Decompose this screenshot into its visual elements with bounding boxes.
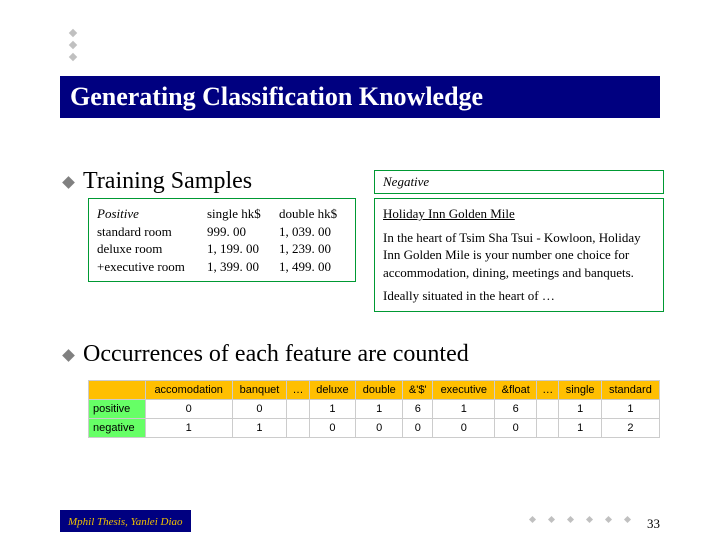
cell: 6	[495, 400, 537, 419]
cell	[287, 419, 309, 438]
decorative-bullets	[70, 30, 76, 66]
th: &'$'	[403, 381, 433, 400]
cell: 1, 499. 00	[279, 258, 351, 276]
th: single	[559, 381, 601, 400]
negative-p1: In the heart of Tsim Sha Tsui - Kowloon,…	[383, 229, 655, 282]
bullet-icon	[62, 176, 75, 189]
th: &float	[495, 381, 537, 400]
cell: 1, 399. 00	[207, 258, 279, 276]
cell: 0	[309, 419, 355, 438]
th: banquet	[232, 381, 287, 400]
th: double	[356, 381, 403, 400]
cell: 2	[601, 419, 659, 438]
cell: 0	[232, 400, 287, 419]
row-label: positive	[89, 400, 146, 419]
th-blank	[89, 381, 146, 400]
page-number: 33	[647, 516, 660, 532]
cell	[537, 400, 559, 419]
th: standard	[601, 381, 659, 400]
bullet-icon	[62, 349, 75, 362]
negative-title: Holiday Inn Golden Mile	[383, 205, 655, 223]
cell: 1	[145, 419, 232, 438]
th: …	[537, 381, 559, 400]
th: deluxe	[309, 381, 355, 400]
th: …	[287, 381, 309, 400]
row-label: negative	[89, 419, 146, 438]
cell: 1, 239. 00	[279, 240, 351, 258]
cell: 1	[232, 419, 287, 438]
positive-header: Positive	[97, 205, 207, 223]
row-label: +executive room	[97, 258, 207, 276]
cell: 0	[433, 419, 495, 438]
col-double: double hk$	[279, 205, 351, 223]
section-title-2: Occurrences of each feature are counted	[83, 341, 469, 368]
table-row: positive 0 0 1 1 6 1 6 1 1	[89, 400, 660, 419]
th: accomodation	[145, 381, 232, 400]
cell: 0	[356, 419, 403, 438]
footer: Mphil Thesis, Yanlei Diao 33	[60, 510, 660, 532]
col-single: single hk$	[207, 205, 279, 223]
section-training: Training Samples	[64, 168, 252, 195]
cell	[537, 419, 559, 438]
cell: 1	[356, 400, 403, 419]
features-table: accomodation banquet … deluxe double &'$…	[88, 380, 660, 438]
cell: 1	[601, 400, 659, 419]
negative-header: Negative	[383, 174, 429, 189]
cell: 1	[559, 419, 601, 438]
row-label: standard room	[97, 223, 207, 241]
cell: 1	[309, 400, 355, 419]
slide-title: Generating Classification Knowledge	[60, 76, 660, 118]
cell	[287, 400, 309, 419]
footer-dots	[516, 510, 630, 528]
cell: 1, 199. 00	[207, 240, 279, 258]
cell: 1	[433, 400, 495, 419]
cell: 1	[559, 400, 601, 419]
cell: 0	[403, 419, 433, 438]
negative-box: Holiday Inn Golden Mile In the heart of …	[374, 198, 664, 312]
footer-text: Mphil Thesis, Yanlei Diao	[68, 516, 183, 528]
cell: 0	[145, 400, 232, 419]
cell: 1, 039. 00	[279, 223, 351, 241]
negative-header-box: Negative	[374, 170, 664, 194]
th: executive	[433, 381, 495, 400]
negative-p2: Ideally situated in the heart of …	[383, 287, 655, 305]
table-row: negative 1 1 0 0 0 0 0 1 2	[89, 419, 660, 438]
cell: 999. 00	[207, 223, 279, 241]
section-title-1: Training Samples	[83, 168, 252, 195]
cell: 6	[403, 400, 433, 419]
row-label: deluxe room	[97, 240, 207, 258]
positive-box: Positive single hk$ double hk$ standard …	[88, 198, 356, 282]
section-occurrences: Occurrences of each feature are counted	[64, 341, 469, 368]
cell: 0	[495, 419, 537, 438]
